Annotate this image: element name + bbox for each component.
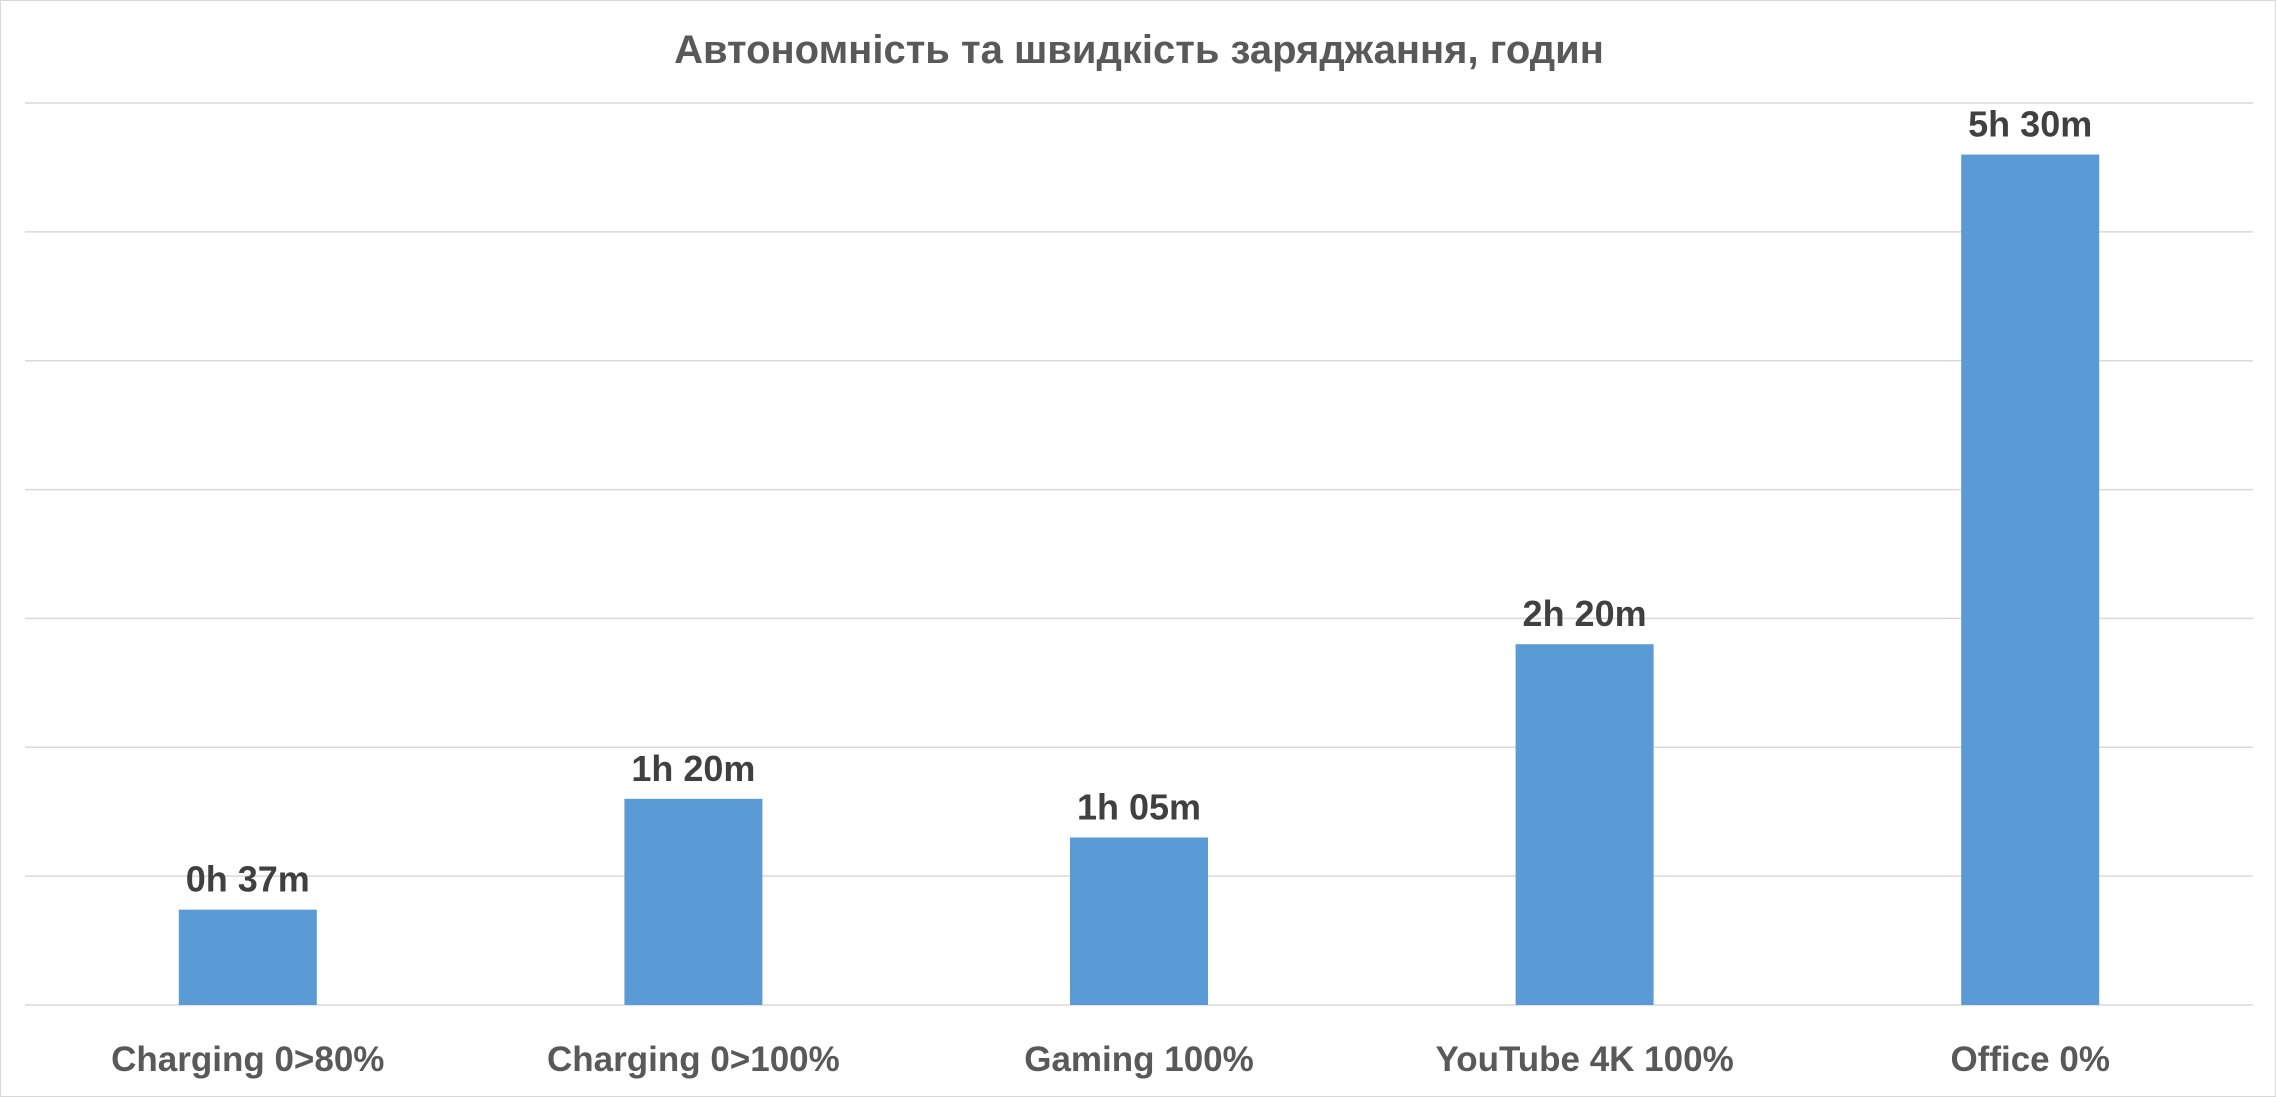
x-tick-label: Office 0%	[1950, 1040, 2110, 1079]
chart-title: Автономність та швидкість заряджання, го…	[674, 28, 1604, 72]
data-label: 0h 37m	[186, 859, 310, 900]
bar	[624, 798, 763, 1005]
bar	[1070, 837, 1208, 1005]
data-label: 5h 30m	[1968, 104, 2092, 145]
data-label: 2h 20m	[1523, 593, 1647, 634]
x-tick-label: YouTube 4K 100%	[1435, 1040, 1733, 1079]
x-tick-label: Charging 0>100%	[547, 1040, 840, 1079]
data-label: 1h 20m	[631, 748, 755, 789]
data-label: 1h 05m	[1077, 786, 1201, 827]
data-labels: 0h 37m 1h 20m 1h 05m 2h 20m 5h 30m	[186, 104, 2092, 900]
x-axis-tick-labels: Charging 0>80% Charging 0>100% Gaming 100%…	[111, 1040, 2110, 1079]
bar	[1515, 644, 1654, 1005]
bar	[178, 909, 317, 1005]
bars	[178, 154, 2100, 1006]
gridlines	[25, 102, 2253, 1006]
x-tick-label: Gaming 100%	[1024, 1040, 1254, 1079]
x-tick-label: Charging 0>80%	[111, 1040, 384, 1079]
bar	[1961, 154, 2100, 1006]
